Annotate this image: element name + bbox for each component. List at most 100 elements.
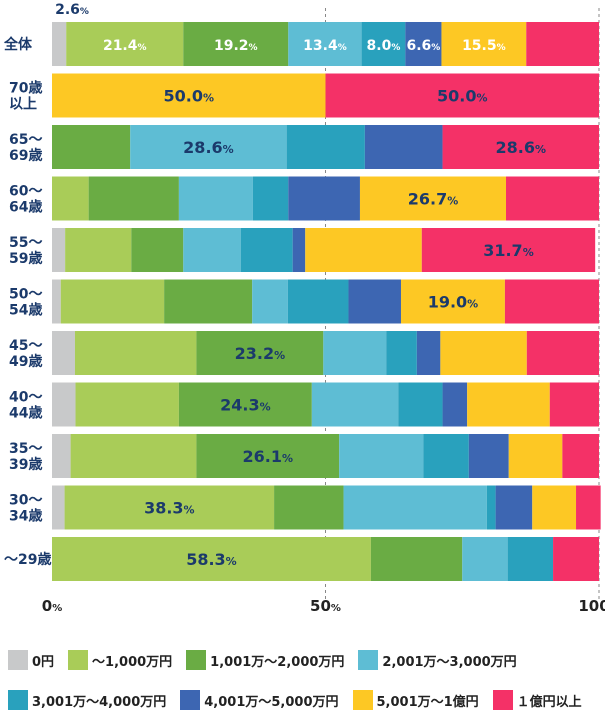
bar-segment: [348, 279, 401, 324]
bar-segment: [361, 22, 406, 66]
bar-segment: [486, 485, 496, 530]
bar-segment: [405, 22, 442, 66]
legend-swatch-40m-50m: [180, 690, 201, 710]
category-label: 55～ 59歳: [9, 235, 42, 267]
bar-segment: [288, 22, 362, 66]
bar-segment: [506, 176, 599, 221]
data-label: 13.4%: [303, 38, 347, 54]
bar-segment: [66, 22, 184, 66]
bar-segment: [52, 279, 61, 324]
bar-segment: [288, 176, 360, 221]
bar-segment: [423, 434, 469, 478]
bar-segment: [178, 176, 253, 221]
bar-segment: [64, 485, 275, 530]
category-label: 65～ 69歳: [9, 132, 42, 164]
data-label: 23.2%: [235, 344, 286, 363]
data-label: 38.3%: [144, 499, 195, 518]
legend-swatch-zero: [8, 650, 28, 670]
bar-segment: [240, 228, 293, 272]
bar-segment: [65, 228, 132, 272]
data-label: 31.7%: [483, 241, 534, 260]
bar-segment: [504, 279, 599, 324]
bar-segment: [252, 279, 288, 324]
bar-segment: [339, 434, 424, 478]
category-label: 40～ 44歳: [9, 390, 42, 422]
bar-segment: [416, 331, 441, 375]
legend-item-zero: 0円: [8, 650, 54, 670]
legend-label-under-10m: ～1,000万円: [92, 654, 173, 670]
bar-segment: [52, 434, 71, 478]
bar-segment: [52, 176, 89, 221]
bar-segment: [526, 331, 599, 375]
legend-row-2: 3,001万～4,000万円 4,001万～5,000万円 5,001万～1億円…: [8, 690, 596, 710]
bar-segment: [549, 382, 599, 427]
data-label: 21.4%: [103, 38, 147, 54]
bar-segment: [468, 434, 509, 478]
category-label: 45～ 49歳: [9, 338, 42, 370]
data-label: 8.0%: [367, 38, 401, 54]
bar-segment: [252, 176, 289, 221]
data-label: 26.1%: [243, 447, 294, 466]
bar-segment: [70, 434, 197, 478]
legend-swatch-over-100m: [492, 690, 513, 710]
bar-segment: [292, 228, 306, 272]
bar-segment: [562, 434, 599, 478]
bar-segment: [526, 22, 599, 66]
data-label: 24.3%: [220, 396, 271, 415]
bar-segment: [52, 125, 131, 169]
data-label: 6.6%: [406, 38, 440, 54]
category-label: ～29歳: [4, 551, 51, 568]
category-label: 70歳以上: [9, 80, 42, 113]
bar-layer: [52, 22, 601, 581]
category-label: 30～ 34歳: [9, 493, 42, 525]
data-label: 15.5%: [462, 38, 506, 54]
data-label: 2.6%: [55, 2, 89, 18]
data-label: 50.0%: [437, 87, 488, 106]
bar-segment: [442, 125, 599, 169]
legend-label-zero: 0円: [32, 654, 55, 670]
data-label: 26.7%: [408, 190, 459, 209]
bar-segment: [553, 537, 599, 581]
data-label: 19.0%: [428, 293, 479, 312]
bar-segment: [287, 279, 349, 324]
bar-segment: [343, 485, 487, 530]
bar-segment: [75, 382, 179, 427]
bar-segment: [359, 176, 507, 221]
bar-segment: [421, 228, 596, 272]
legend-item-under-10m: ～1,000万円: [68, 650, 172, 670]
legend-swatch-50m-100m: [352, 690, 373, 710]
legend-item-50m-100m: 5,001万～1億円: [352, 690, 479, 710]
legend-item-40m-50m: 4,001万～5,000万円: [180, 690, 339, 710]
bar-segment: [52, 331, 75, 375]
bar-segment: [52, 485, 65, 530]
legend-label-10m-20m: 1,001万～2,000万円: [210, 654, 345, 670]
legend-item-10m-20m: 1,001万～2,000万円: [186, 650, 344, 670]
legend-swatch-under-10m: [68, 650, 89, 670]
bar-segment: [52, 382, 76, 427]
bar-segment: [60, 279, 165, 324]
bar-segment: [440, 331, 527, 375]
bar-segment: [398, 382, 443, 427]
bar-segment: [88, 176, 179, 221]
bar-segment: [52, 537, 371, 581]
bar-segment: [532, 485, 577, 530]
category-label-layer: 全体 70歳以上 65～ 69歳 60～ 64歳 55～ 59歳 50～ 54歳 45～ 49歳 40～…: [3, 36, 51, 568]
legend-item-20m-30m: 2,001万～3,000万円: [358, 650, 517, 670]
data-label: 50.0%: [163, 87, 214, 106]
legend-label-over-100m: １億円以上: [516, 694, 582, 710]
bar-segment: [130, 125, 287, 169]
category-label: 全体: [3, 36, 33, 53]
category-label: 60～ 64歳: [9, 184, 42, 216]
bar-segment: [52, 22, 67, 66]
bar-segment: [274, 485, 344, 530]
bar-segment: [74, 331, 197, 375]
bar-segment: [462, 537, 508, 581]
bar-segment: [323, 331, 387, 375]
bar-segment: [305, 228, 422, 272]
x-tick-label: 100%: [578, 597, 605, 615]
bar-segment: [164, 279, 253, 324]
legend-label-50m-100m: 5,001万～1億円: [376, 694, 479, 710]
category-label: 50～ 54歳: [9, 287, 42, 319]
bar-segment: [364, 125, 443, 169]
